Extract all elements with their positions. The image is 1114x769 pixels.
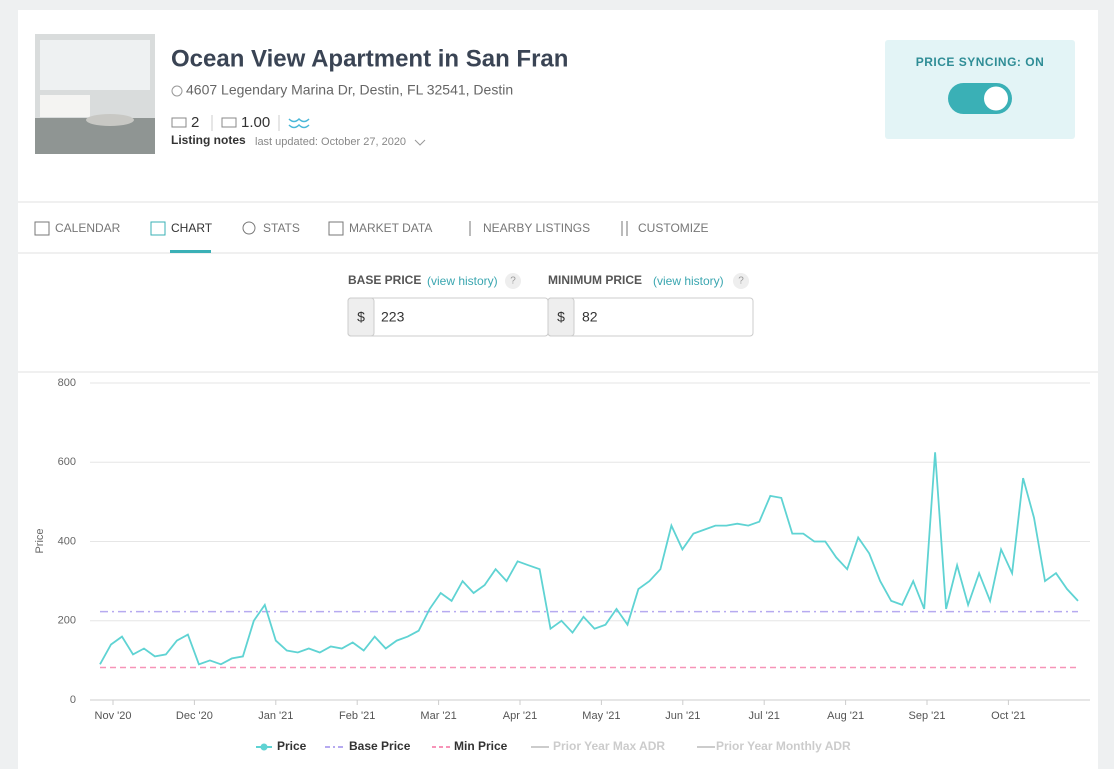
- legend-label[interactable]: Price: [277, 739, 307, 753]
- tab[interactable]: CHART: [171, 221, 213, 235]
- wave-icon: [288, 117, 310, 129]
- listing-photo: [35, 34, 155, 154]
- tab[interactable]: CALENDAR: [55, 221, 121, 235]
- beds: 2: [191, 114, 199, 131]
- view-history-link[interactable]: (view history): [427, 274, 498, 288]
- legend-swatch: [260, 743, 268, 751]
- tab[interactable]: MARKET DATA: [349, 221, 432, 235]
- min-price-input[interactable]: [547, 297, 754, 337]
- currency: $: [557, 309, 565, 325]
- y-tick-label: 0: [70, 694, 76, 706]
- x-tick-label: Jun '21: [665, 710, 700, 722]
- legend-label[interactable]: Base Price: [349, 739, 411, 753]
- help-text: ?: [510, 276, 516, 287]
- tab-icons: [34, 221, 628, 236]
- y-tick-label: 600: [58, 456, 76, 468]
- help-icon[interactable]: [505, 273, 521, 289]
- baths: 1.00: [241, 114, 270, 131]
- base-price-input[interactable]: [347, 297, 549, 337]
- currency: $: [357, 309, 365, 325]
- x-tick-label: Nov '20: [95, 710, 132, 722]
- x-tick-label: Dec '20: [176, 710, 213, 722]
- tab[interactable]: NEARBY LISTINGS: [483, 221, 590, 235]
- legend-label[interactable]: Prior Year Monthly ADR: [716, 739, 851, 753]
- currency-addon: [547, 297, 575, 337]
- legend-label[interactable]: Min Price: [454, 739, 508, 753]
- help-icon[interactable]: [733, 273, 749, 289]
- legend-label[interactable]: Prior Year Max ADR: [553, 739, 665, 753]
- tab[interactable]: CUSTOMIZE: [638, 221, 708, 235]
- x-tick-label: Jan '21: [258, 710, 293, 722]
- price-line: [99, 452, 1079, 666]
- x-tick-label: Jul '21: [748, 710, 779, 722]
- address: 4607 Legendary Marina Dr, Destin, FL 325…: [186, 82, 513, 98]
- tab[interactable]: STATS: [263, 221, 300, 235]
- help-text: ?: [738, 276, 744, 287]
- last-updated: last updated: October 27, 2020: [255, 136, 406, 148]
- bath-icon: [221, 117, 237, 128]
- x-tick-label: Apr '21: [503, 710, 538, 722]
- currency-addon: [347, 297, 375, 337]
- chevron[interactable]: [414, 139, 426, 146]
- x-tick-label: Aug '21: [827, 710, 864, 722]
- x-tick-label: May '21: [582, 710, 620, 722]
- x-tick-label: Feb '21: [339, 710, 375, 722]
- view-history-link[interactable]: (view history): [653, 274, 724, 288]
- sync-label: PRICE SYNCING: ON: [916, 55, 1045, 69]
- x-tick-label: Sep '21: [909, 710, 946, 722]
- pin-icon: [171, 85, 183, 97]
- y-tick-label: 400: [58, 535, 76, 547]
- listing-notes[interactable]: Listing notes: [171, 133, 246, 147]
- base-price-value: 223: [381, 309, 405, 325]
- x-tick-label: Mar '21: [420, 710, 456, 722]
- active-tab-underline: [170, 250, 211, 253]
- toggle-knob: [984, 86, 1008, 111]
- y-tick-label: 800: [58, 377, 76, 389]
- y-axis-label: Price: [34, 528, 46, 553]
- x-tick-label: Oct '21: [991, 710, 1026, 722]
- y-tick-label: 200: [58, 615, 76, 627]
- base-price-label: BASE PRICE: [348, 273, 421, 287]
- bed-icon: [171, 117, 187, 128]
- min-price-label: MINIMUM PRICE: [548, 273, 642, 287]
- min-price-value: 82: [582, 309, 598, 325]
- listing-title: Ocean View Apartment in San Fran: [171, 45, 568, 72]
